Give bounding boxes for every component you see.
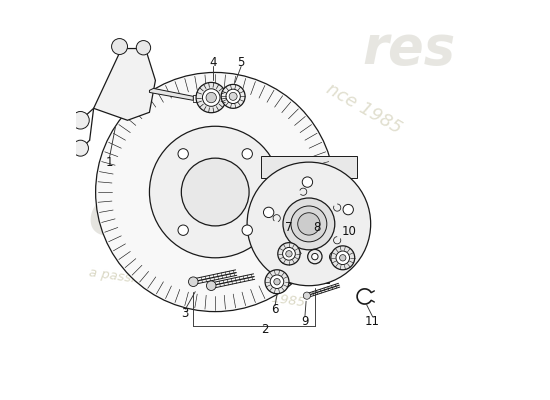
Circle shape bbox=[150, 126, 281, 258]
Circle shape bbox=[270, 275, 284, 288]
Bar bbox=[289, 227, 329, 283]
Circle shape bbox=[283, 198, 335, 250]
Circle shape bbox=[189, 277, 198, 286]
Text: res: res bbox=[362, 22, 456, 74]
Circle shape bbox=[112, 38, 128, 54]
Circle shape bbox=[72, 112, 89, 129]
Circle shape bbox=[202, 89, 220, 106]
Circle shape bbox=[265, 270, 289, 294]
Text: nce 1985: nce 1985 bbox=[323, 80, 405, 137]
Circle shape bbox=[196, 82, 227, 113]
Circle shape bbox=[286, 251, 292, 257]
Circle shape bbox=[336, 251, 350, 264]
Circle shape bbox=[178, 149, 188, 159]
Circle shape bbox=[226, 89, 240, 104]
Circle shape bbox=[329, 252, 340, 262]
Circle shape bbox=[247, 162, 371, 286]
Circle shape bbox=[302, 177, 312, 187]
Text: 10: 10 bbox=[342, 225, 356, 238]
Circle shape bbox=[307, 250, 322, 264]
Text: 6: 6 bbox=[271, 303, 279, 316]
Circle shape bbox=[312, 254, 318, 260]
Circle shape bbox=[298, 213, 320, 235]
Circle shape bbox=[178, 225, 188, 235]
Circle shape bbox=[343, 204, 354, 215]
Text: 1: 1 bbox=[106, 156, 113, 169]
Circle shape bbox=[136, 40, 151, 55]
Text: 8: 8 bbox=[313, 222, 321, 234]
Text: 7: 7 bbox=[285, 222, 293, 234]
Text: 9: 9 bbox=[301, 315, 309, 328]
Circle shape bbox=[283, 248, 295, 260]
Circle shape bbox=[229, 92, 237, 100]
Circle shape bbox=[263, 207, 274, 218]
Circle shape bbox=[339, 255, 346, 261]
Text: 2: 2 bbox=[261, 323, 269, 336]
Circle shape bbox=[274, 278, 280, 285]
Circle shape bbox=[206, 281, 216, 290]
Circle shape bbox=[242, 225, 252, 235]
Circle shape bbox=[291, 206, 327, 242]
Circle shape bbox=[96, 72, 335, 312]
Text: a passion for Porsche since 1985: a passion for Porsche since 1985 bbox=[87, 266, 305, 309]
Circle shape bbox=[206, 92, 216, 103]
Circle shape bbox=[278, 243, 300, 265]
Text: 4: 4 bbox=[210, 56, 217, 69]
Polygon shape bbox=[150, 88, 193, 100]
Circle shape bbox=[280, 254, 290, 264]
Circle shape bbox=[221, 84, 245, 108]
Polygon shape bbox=[94, 48, 156, 120]
Text: eur: eur bbox=[87, 182, 224, 250]
Circle shape bbox=[182, 158, 249, 226]
Bar bbox=[261, 156, 357, 178]
Circle shape bbox=[331, 246, 355, 270]
Text: 3: 3 bbox=[182, 307, 189, 320]
Text: 11: 11 bbox=[365, 315, 380, 328]
Text: 5: 5 bbox=[238, 56, 245, 69]
Circle shape bbox=[73, 140, 89, 156]
Circle shape bbox=[303, 292, 311, 299]
Circle shape bbox=[242, 149, 252, 159]
